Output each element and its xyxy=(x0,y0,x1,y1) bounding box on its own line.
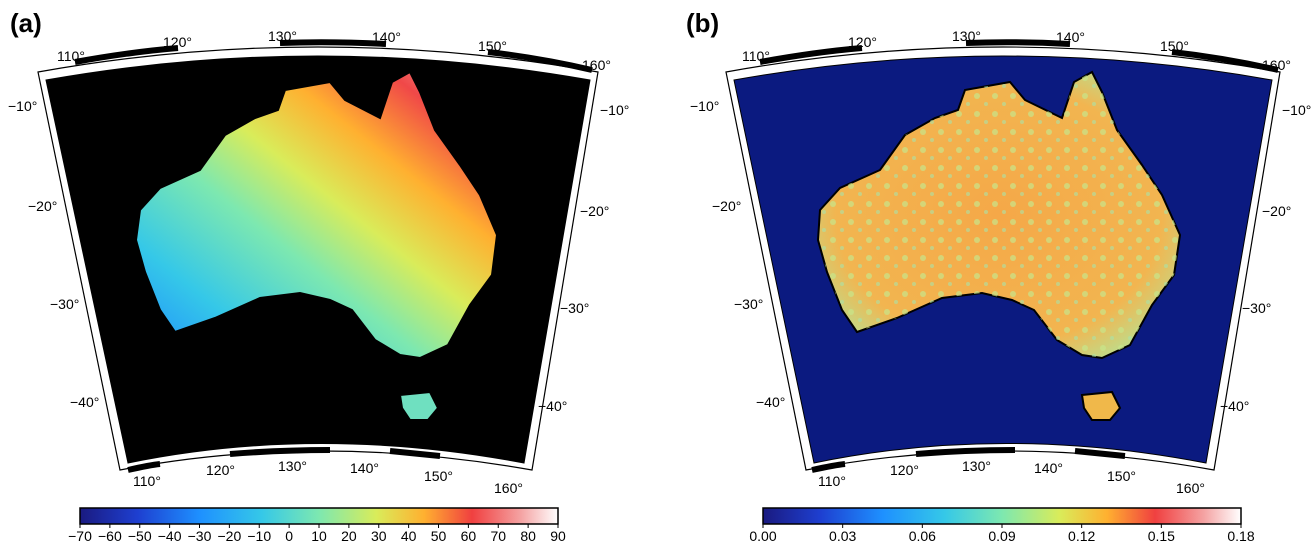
panel-b-bottom-lon-130: 130° xyxy=(962,458,991,474)
panel-b-bottom-lon-160: 160° xyxy=(1176,480,1205,496)
panel-a-colorbar-tick-label: −60 xyxy=(98,528,122,544)
panel-b-label: (b) xyxy=(686,8,720,38)
panel-b-bottom-lon-140: 140° xyxy=(1034,460,1063,476)
panel-a-bottom-lon-130: 130° xyxy=(278,458,307,474)
panel-a-left-lat-20: −20° xyxy=(28,198,58,214)
panel-a-colorbar-tick-label: −10 xyxy=(247,528,272,544)
panel-b-top-lon-140: 140° xyxy=(1056,29,1085,45)
panel-b-right-lat-20: −20° xyxy=(1262,203,1292,219)
panel-a-bottom-lon-110: 110° xyxy=(133,473,161,489)
panel-b-bottom-lon-150: 150° xyxy=(1107,468,1136,484)
panel-a-bottom-lon-140: 140° xyxy=(350,460,379,476)
panel-a-bottom-lon-150: 150° xyxy=(424,468,453,484)
panel-a-right-lat-30: −30° xyxy=(560,300,590,316)
panel-b-colorbar-tick-label: 0.00 xyxy=(749,528,777,544)
colorbar-tick-marks xyxy=(79,524,1242,528)
panel-a-australia xyxy=(134,70,499,360)
panel-a-colorbar-tick-label: 10 xyxy=(311,528,327,544)
panel-b-top-lon-130: 130° xyxy=(952,28,981,44)
panel-b-left-lat-40: −40° xyxy=(756,394,786,410)
panel-a-colorbar-tick-label: 0 xyxy=(285,528,294,544)
panel-b-top-lon-110: 110° xyxy=(742,48,770,64)
panel-b-top-lon-120: 120° xyxy=(848,34,877,50)
panel-a-colorbar-tick-label: 90 xyxy=(550,528,566,544)
panel-b-tasmania xyxy=(1080,390,1122,421)
panel-b-map xyxy=(725,39,1281,473)
panel-a-bottom-lon-160: 160° xyxy=(494,480,523,496)
panel-a-tasmania xyxy=(398,390,440,421)
panel-a-colorbar-tick-label: 30 xyxy=(370,528,387,544)
panel-b-colorbar-tick-label: 0.06 xyxy=(908,528,936,544)
panel-b-top-lon-160: 160° xyxy=(1262,57,1291,73)
panel-a-colorbar xyxy=(79,507,559,525)
panel-b-colorbar-tick-label: 0.15 xyxy=(1147,528,1175,544)
panel-a-label: (a) xyxy=(10,8,42,38)
panel-a-right-lat-20: −20° xyxy=(580,203,610,219)
panel-a-colorbar-tick-label: −30 xyxy=(187,528,212,544)
panel-a-top-lon-130: 130° xyxy=(268,28,297,44)
panel-b-colorbar-tick-label: 0.09 xyxy=(988,528,1016,544)
panel-b-colorbar xyxy=(762,507,1242,525)
panel-a-bottom-lon-120: 120° xyxy=(206,462,235,478)
panel-b-colorbar-tick-label: 0.03 xyxy=(829,528,857,544)
panel-a-left-lat-40: −40° xyxy=(70,394,100,410)
panel-a-right-lat-40: −40° xyxy=(538,398,568,414)
panel-a-colorbar-tick-label: 80 xyxy=(520,528,536,544)
panel-a-left-lat-10: −10° xyxy=(8,98,38,114)
panel-a-colorbar-tick-label: −50 xyxy=(127,528,152,544)
panel-b-right-lat-40: −40° xyxy=(1220,398,1250,414)
panel-a-colorbar-tick-label: −40 xyxy=(157,528,182,544)
panel-a-top-lon-110: 110° xyxy=(57,48,85,64)
panel-a-colorbar-tick-label: 20 xyxy=(341,528,357,544)
panel-b-bottom-lon-120: 120° xyxy=(890,462,919,478)
panel-a-top-lon-120: 120° xyxy=(163,34,192,50)
panel-a-map xyxy=(37,39,599,473)
panel-b-right-lat-30: −30° xyxy=(1242,300,1272,316)
panel-a-colorbar-tick-label: 50 xyxy=(430,528,447,544)
panel-b-left-lat-20: −20° xyxy=(712,198,742,214)
panel-b-left-lat-30: −30° xyxy=(734,296,764,312)
panel-b-bottom-lon-110: 110° xyxy=(818,473,846,489)
panel-a-right-lat-10: −10° xyxy=(600,102,630,118)
panel-b-left-lat-10: −10° xyxy=(690,98,720,114)
panel-a-top-lon-140: 140° xyxy=(372,29,401,45)
panel-b-right-lat-10: −10° xyxy=(1282,102,1312,118)
panel-a-left-lat-30: −30° xyxy=(50,296,80,312)
panel-a-colorbar-tick-label: 40 xyxy=(400,528,417,544)
panel-a-colorbar-tick-label: −70 xyxy=(68,528,92,544)
panel-a-colorbar-tick-label: 60 xyxy=(460,528,477,544)
panel-b-top-lon-150: 150° xyxy=(1160,38,1189,54)
panel-a-colorbar-tick-label: −20 xyxy=(217,528,242,544)
panel-a-colorbar-tick-label: 70 xyxy=(490,528,507,544)
panel-a-top-lon-160: 160° xyxy=(582,57,611,73)
panel-b-colorbar-tick-label: 0.18 xyxy=(1227,528,1255,544)
panel-b-colorbar-tick-label: 0.12 xyxy=(1068,528,1096,544)
panel-a-top-lon-150: 150° xyxy=(478,38,507,54)
